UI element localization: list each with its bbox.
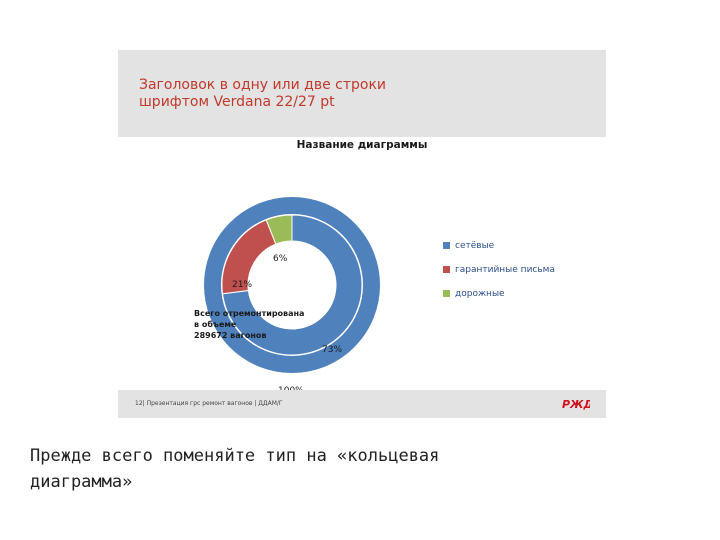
data-label-dorozhnye: 6% — [273, 254, 288, 264]
legend-item-dorozhnye: дорожные — [443, 287, 555, 300]
slide-title: Заголовок в одну или две строки шрифтом … — [139, 77, 386, 110]
legend-swatch — [443, 290, 450, 297]
svg-text:РЖД: РЖД — [562, 398, 590, 411]
donut-chart-svg — [204, 197, 380, 373]
legend-item-setevye: сетёвые — [443, 239, 555, 252]
data-label-setevye: 73% — [322, 345, 343, 355]
chart-title: Название диаграммы — [296, 139, 428, 151]
legend-label: сетёвые — [455, 240, 495, 251]
slide-caption: Прежде всего поменяйте тип на «кольцевая… — [30, 446, 440, 492]
donut-slice-dorozhnye — [265, 214, 293, 245]
legend-label: дорожные — [455, 288, 505, 299]
legend-item-garantiynye: гарантийные письма — [443, 263, 555, 276]
donut-outer-ring-total — [204, 197, 380, 373]
data-label-garantiynye: 21% — [232, 280, 253, 290]
slide: Заголовок в одну или две строки шрифтом … — [118, 50, 606, 418]
donut-chart: Название диаграммы 73% 21% 6% 100% Всего… — [118, 137, 606, 396]
chart-annotation: Всего отремонтирована в объеме 289672 ва… — [194, 309, 305, 340]
legend-swatch — [443, 266, 450, 273]
footer-text: 12| Презентация грс ремонт вагонов | ДДА… — [135, 400, 283, 407]
legend-label: гарантийные письма — [455, 264, 555, 275]
donut-slice-setevye — [221, 214, 363, 356]
rzd-logo-icon: РЖД — [562, 398, 590, 411]
legend-swatch — [443, 242, 450, 249]
chart-legend: сетёвые гарантийные письма дорожные — [443, 239, 555, 311]
slide-header: Заголовок в одну или две строки шрифтом … — [118, 50, 606, 137]
slide-footer: 12| Презентация грс ремонт вагонов | ДДА… — [118, 390, 606, 418]
